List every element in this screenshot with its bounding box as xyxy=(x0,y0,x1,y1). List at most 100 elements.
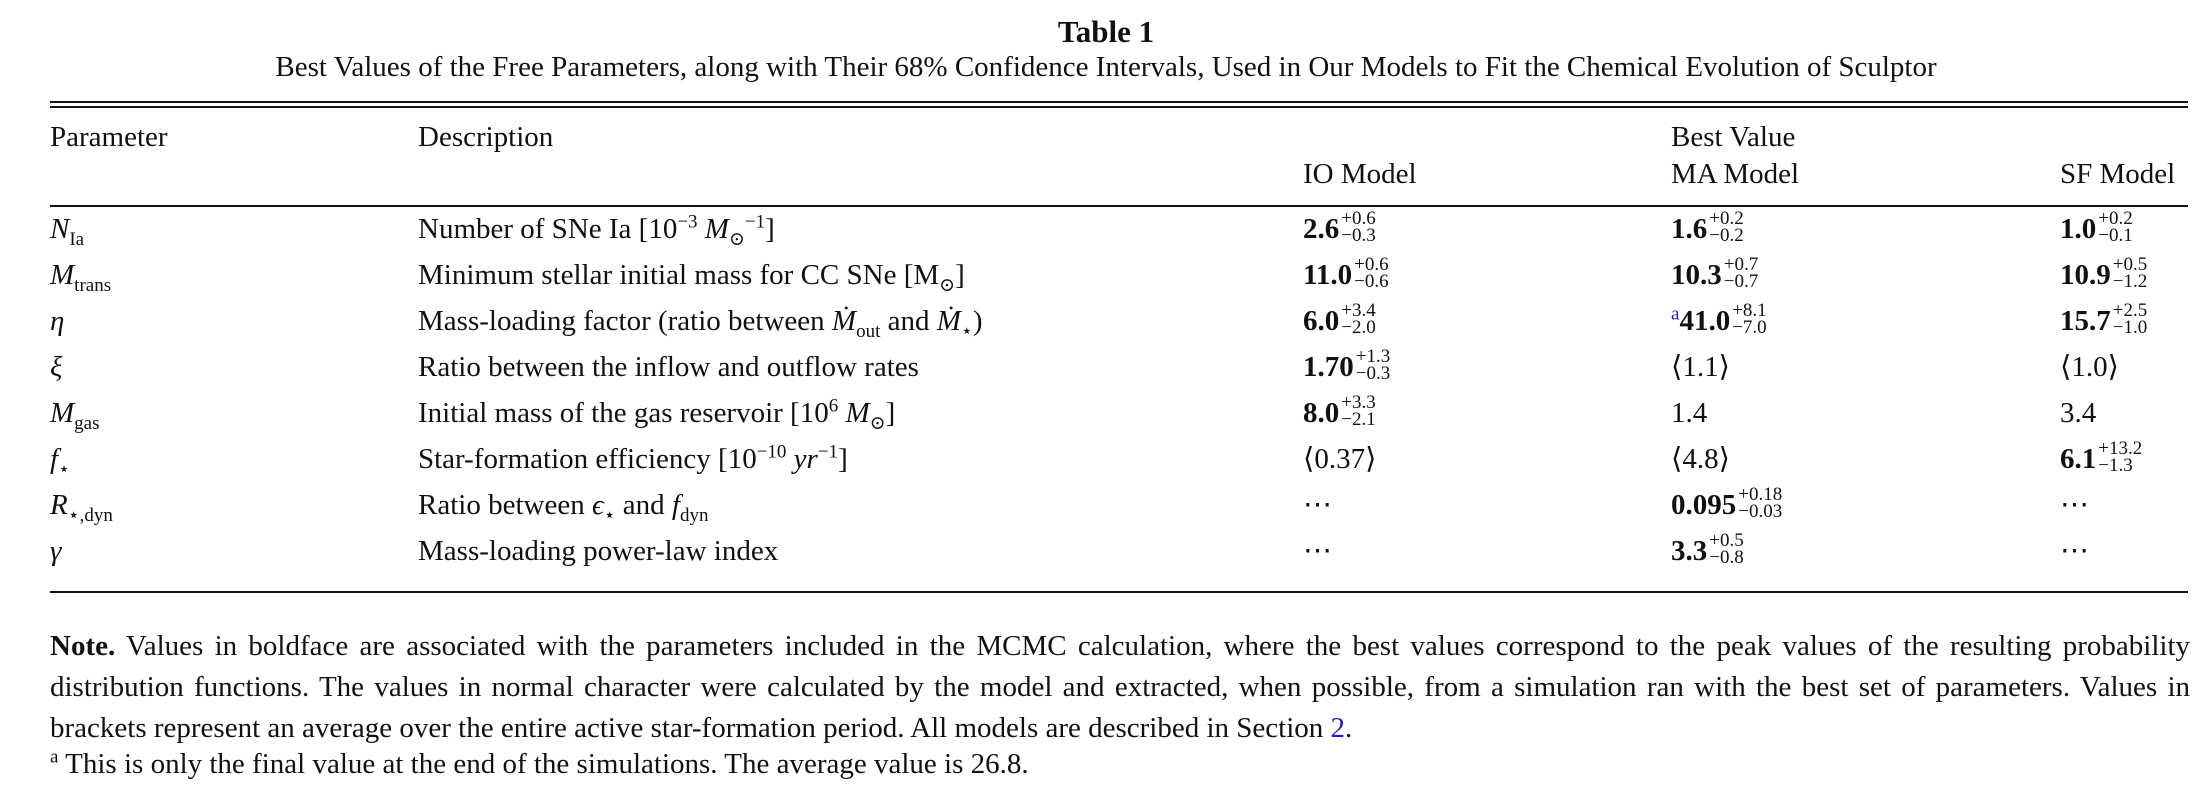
ma-cell-value: ⟨1.1⟩ xyxy=(1671,351,1730,383)
param-symbol: Mtrans xyxy=(50,258,111,295)
ma-cell-upper: +0.5 xyxy=(1709,530,1744,552)
param-symbol: ξ xyxy=(50,350,62,384)
desc-sub: ⊙ xyxy=(728,228,745,250)
header-best-value: Best Value xyxy=(1671,121,1796,153)
desc-text: Ratio between the inflow and outflow rat… xyxy=(418,351,919,383)
io-cell-value: 2.6 xyxy=(1303,213,1340,245)
ma-cell-value: 0.095 xyxy=(1671,489,1737,521)
top-rule-double xyxy=(50,106,2188,108)
desc-text: ] xyxy=(885,397,896,429)
ma-cell-interval: +8.1 −7.0 xyxy=(1732,300,1767,337)
sf-cell-value: ⋯ xyxy=(2060,489,2089,521)
footnote-text: This is only the final value at the end … xyxy=(58,748,1029,780)
param-description: Ratio between ϵ⋆ and fdyn xyxy=(418,488,708,525)
desc-sup: −10 xyxy=(756,441,787,463)
sf-cell-value: ⟨1.0⟩ xyxy=(2060,351,2119,383)
desc-sup: −1 xyxy=(744,211,766,233)
io-cell-value: 8.0 xyxy=(1303,397,1340,429)
param-symbol: f⋆ xyxy=(50,442,70,479)
note-end: . xyxy=(1345,712,1353,744)
desc-text: Ratio between xyxy=(418,489,592,521)
param-name: f xyxy=(50,443,59,475)
desc-text: ] xyxy=(838,443,848,475)
desc-sub: ⋆ xyxy=(603,504,616,526)
desc-sub: dyn xyxy=(679,504,709,526)
param-description: Mass-loading power-law index xyxy=(418,534,778,568)
param-description: Number of SNe Ia [10−3 M⊙−1] xyxy=(418,211,775,248)
param-symbol: NIa xyxy=(50,212,84,249)
desc-sup: −3 xyxy=(677,211,698,233)
io-cell-lower: −0.3 xyxy=(1341,225,1376,247)
ma-cell-value: 10.3 xyxy=(1671,259,1722,291)
desc-sup: 6 xyxy=(828,395,839,417)
ma-cell-interval: +0.7 −0.7 xyxy=(1723,254,1759,291)
io-cell-interval: +0.6 −0.6 xyxy=(1354,255,1388,291)
footnote-ref[interactable]: a xyxy=(1671,303,1680,325)
note-label: Note. xyxy=(50,630,116,662)
io-cell-interval: +1.3 −0.3 xyxy=(1356,347,1390,383)
sf-cell-interval: +0.5 −1.2 xyxy=(2112,255,2148,293)
table-title: Table 1 xyxy=(1057,14,1155,49)
sf-cell-lower: −1.3 xyxy=(2098,455,2133,477)
io-cell-upper: +3.4 xyxy=(1341,300,1376,322)
param-subscript: ⋆ xyxy=(58,458,70,480)
sf-cell: ⟨1.0⟩ xyxy=(2060,350,2119,384)
param-symbol: Mgas xyxy=(50,396,100,433)
sf-cell-interval: +13.2 −1.3 xyxy=(2098,438,2143,477)
ma-cell: 0.095 +0.18 −0.03 xyxy=(1671,484,1783,524)
ma-cell-upper: +8.1 xyxy=(1732,300,1767,322)
io-cell-lower: −2.0 xyxy=(1341,317,1376,339)
io-cell-upper: +3.3 xyxy=(1341,392,1376,414)
header-description: Description xyxy=(418,121,554,153)
param-description: Minimum stellar initial mass for CC SNe … xyxy=(418,258,965,295)
sf-cell-lower: −0.1 xyxy=(2098,225,2133,247)
sf-cell-value: 15.7 xyxy=(2060,305,2111,337)
sf-cell-interval: +0.2 −0.1 xyxy=(2098,209,2133,247)
table-caption: Best Values of the Free Parameters, alon… xyxy=(275,51,1937,83)
ma-cell-value: 1.6 xyxy=(1671,213,1708,245)
bottom-rule xyxy=(50,591,2188,593)
sf-cell-lower: −1.2 xyxy=(2112,271,2148,293)
ma-cell-upper: +0.18 xyxy=(1738,484,1783,506)
footnote: a This is only the final value at the en… xyxy=(50,746,1029,782)
desc-text: Mass-loading power-law index xyxy=(418,535,779,567)
sf-cell-value: 6.1 xyxy=(2060,443,2097,475)
desc-sub: ⊙ xyxy=(939,274,956,296)
section-link[interactable]: 2 xyxy=(1330,712,1346,744)
sf-cell-interval: +2.5 −1.0 xyxy=(2113,301,2147,337)
param-name: R xyxy=(50,489,68,521)
param-description: Initial mass of the gas reservoir [106 M… xyxy=(418,395,896,432)
table-note: Note. Values in boldface are associated … xyxy=(50,626,2190,749)
sf-cell-value: ⋯ xyxy=(2060,535,2089,567)
io-cell: ⋯ xyxy=(1303,534,1332,568)
ma-cell-value: 41.0 xyxy=(1679,305,1731,337)
sf-cell-upper: +13.2 xyxy=(2098,438,2143,460)
io-cell-value: ⋯ xyxy=(1303,535,1332,567)
sf-cell: 15.7 +2.5 −1.0 xyxy=(2060,301,2147,340)
io-cell-lower: −2.1 xyxy=(1341,409,1376,431)
ma-cell-interval: +0.5 −0.8 xyxy=(1709,530,1744,567)
ma-cell: 3.3 +0.5 −0.8 xyxy=(1671,530,1744,570)
io-cell-interval: +3.4 −2.0 xyxy=(1341,300,1376,339)
desc-unit: yr xyxy=(786,443,818,475)
desc-math: Ṁ xyxy=(936,305,961,337)
desc-unit: M xyxy=(838,397,870,429)
param-description: Ratio between the inflow and outflow rat… xyxy=(418,350,919,384)
desc-text: ] xyxy=(955,259,965,291)
io-cell-value: 1.70 xyxy=(1303,351,1354,383)
param-name: η xyxy=(50,305,65,337)
sf-cell-value: 3.4 xyxy=(2060,397,2097,429)
param-description: Mass-loading factor (ratio between Ṁout … xyxy=(418,304,982,341)
param-name: γ xyxy=(50,535,62,567)
sf-cell: 6.1 +13.2 −1.3 xyxy=(2060,438,2143,478)
param-subscript: Ia xyxy=(69,228,85,250)
ma-cell-value: 3.3 xyxy=(1671,535,1708,567)
ma-cell-value: 1.4 xyxy=(1671,397,1708,429)
ma-cell: a41.0 +8.1 −7.0 xyxy=(1671,300,1767,340)
ma-cell-lower: −0.2 xyxy=(1709,225,1744,247)
ma-cell-upper: +0.7 xyxy=(1723,254,1759,276)
sf-cell: ⋯ xyxy=(2060,488,2089,522)
desc-sub: ⋆ xyxy=(960,320,973,342)
top-rule xyxy=(50,101,2188,103)
io-cell-value: 11.0 xyxy=(1303,259,1353,291)
